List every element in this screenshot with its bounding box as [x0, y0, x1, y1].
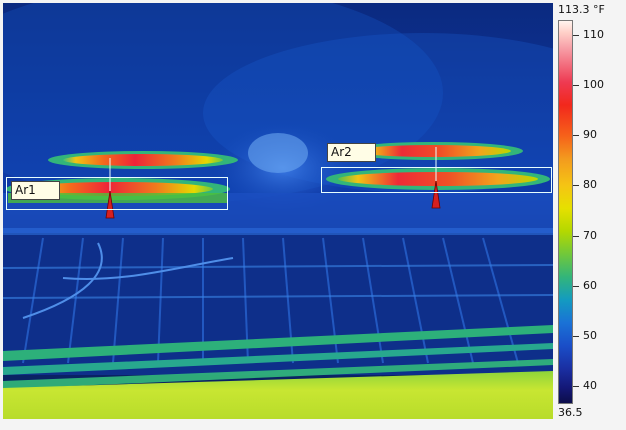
tick-label: 40 [583, 379, 597, 392]
ar2-hotspot-marker [431, 180, 441, 209]
tick-label: 90 [583, 128, 597, 141]
area-label-ar2: Ar2 [327, 143, 376, 162]
ar1-hotspot-marker [105, 190, 115, 219]
tick-mark [573, 336, 579, 337]
thermal-image [3, 3, 553, 419]
tick-label: 80 [583, 178, 597, 191]
scale-min-label: 36.5 [558, 406, 583, 419]
tick-mark [573, 35, 579, 36]
tick-mark [573, 286, 579, 287]
tick-mark [573, 185, 579, 186]
area-box-ar1[interactable] [6, 177, 228, 210]
area-label-ar1: Ar1 [11, 181, 60, 200]
tick-label: 110 [583, 28, 604, 41]
scale-max-label: 113.3 °F [558, 3, 605, 16]
tick-mark [573, 236, 579, 237]
tick-mark [573, 386, 579, 387]
tick-label: 100 [583, 78, 604, 91]
tick-label: 70 [583, 229, 597, 242]
tick-mark [573, 85, 579, 86]
area-box-ar2[interactable] [321, 167, 552, 193]
tick-label: 50 [583, 329, 597, 342]
thermal-scene [3, 3, 553, 419]
temperature-colorbar [558, 20, 573, 404]
tick-label: 60 [583, 279, 597, 292]
tick-mark [573, 135, 579, 136]
